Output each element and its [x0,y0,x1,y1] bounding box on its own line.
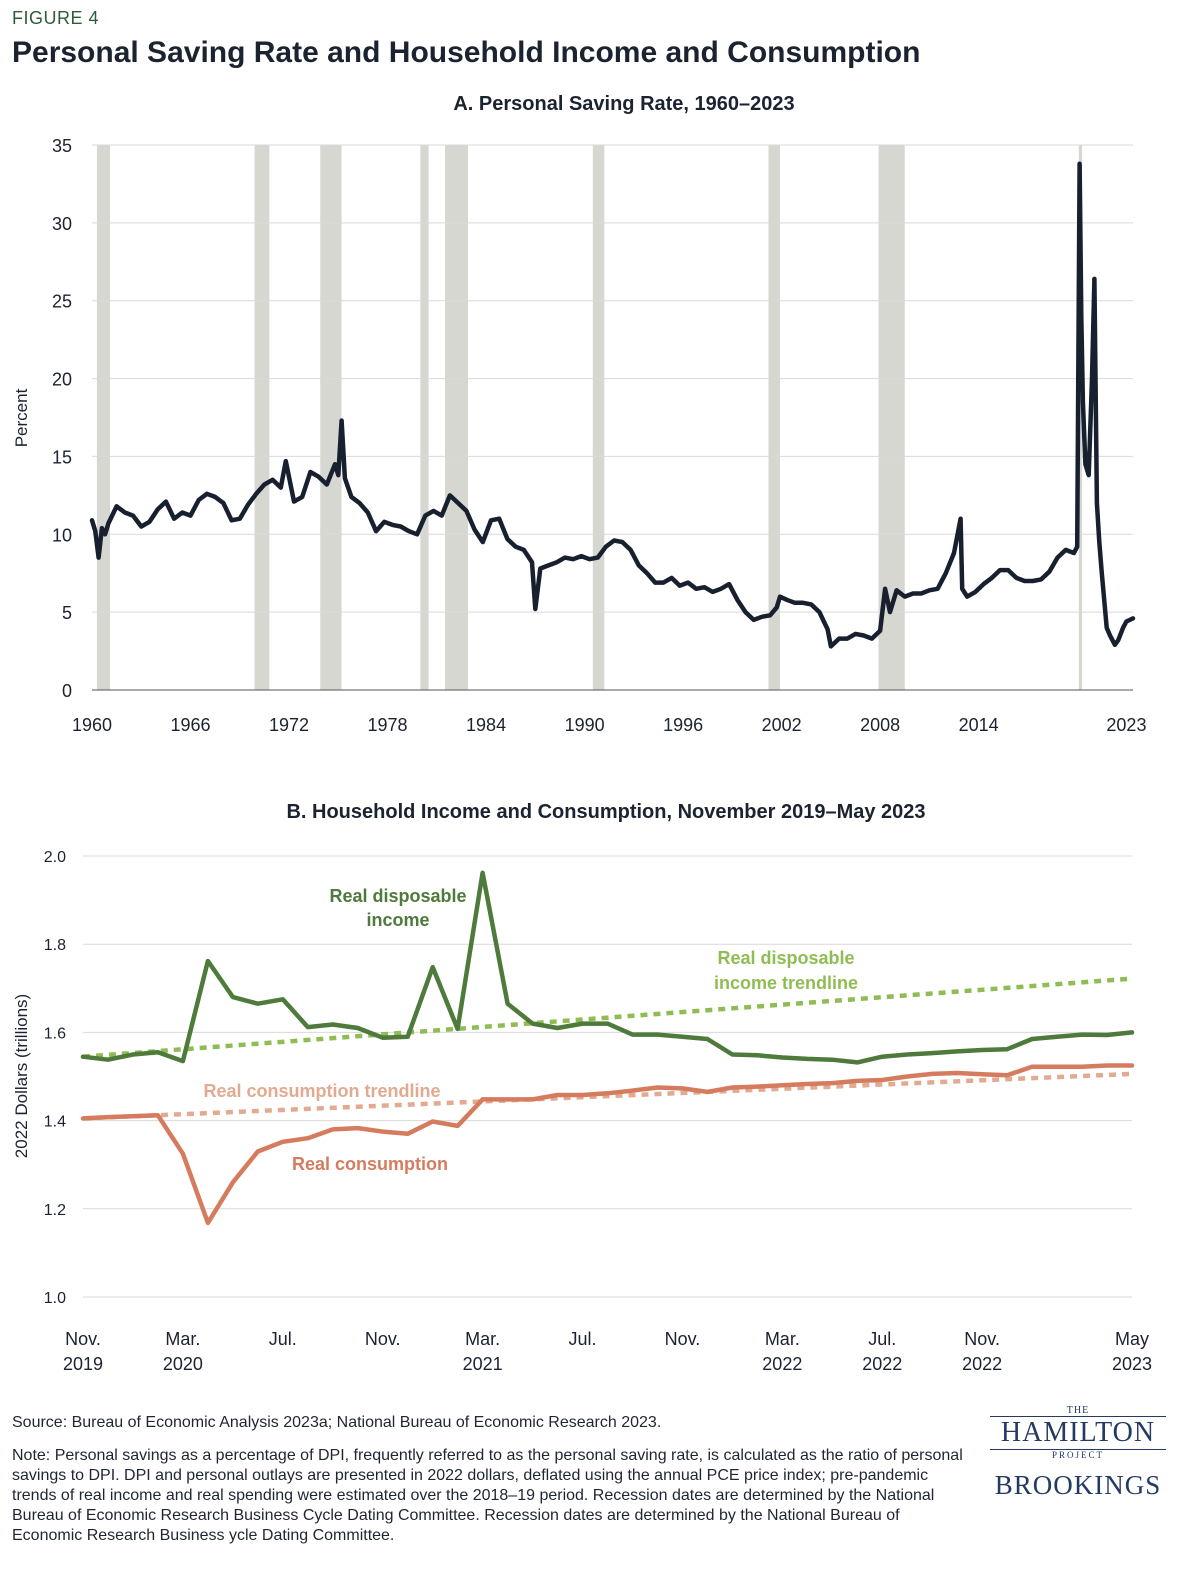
source-note: Source: Bureau of Economic Analysis 2023… [12,1414,662,1431]
series-line-real-disposable-income-trendline [82,976,1133,1059]
y-tick-label: 2.0 [44,849,66,866]
y-tick-label: 1.6 [44,1025,66,1042]
footnote: Note: Personal savings as a percentage o… [12,1447,963,1544]
panel-a-plot: 0 5 10 15 20 25 30 35 1960 1966 1972 1978 1984 1990 19… [52,136,1146,735]
x-tick-label: 1978 [368,715,408,735]
panel-a-ylabel: Percent [12,388,31,447]
x-tick-label: Jul. [269,1329,297,1349]
recession-band-2 [320,145,342,690]
panel-b-title: B. Household Income and Consumption, Nov… [286,801,925,823]
x-tick-label-year: 2021 [463,1354,503,1374]
label-income: Real disposable income [329,886,466,930]
x-tick-label-year: 2019 [63,1354,103,1374]
x-tick-label-year: 2022 [762,1354,802,1374]
x-tick-label: Mar. [465,1329,500,1349]
recession-band-6 [768,145,780,690]
x-tick-label: Mar. [165,1329,200,1349]
x-tick-label: Mar. [765,1329,800,1349]
hamilton-project-logo: THE HAMILTON PROJECT [990,1405,1166,1460]
x-tick-label: Nov. [964,1329,1000,1349]
x-tick-label: Nov. [365,1329,401,1349]
y-tick-label: 1.8 [44,937,66,954]
y-tick-label: 0 [62,681,72,701]
x-tick-label-year: 2023 [1112,1354,1152,1374]
brookings-logo: BROOKINGS [994,1470,1162,1500]
recession-band-5 [592,145,605,690]
recession-band-0 [96,145,111,690]
series-line-saving-rate [89,161,1136,649]
panel-b-plot: 1.0 1.2 1.4 1.6 1.8 2.0 Nov. 2019 Mar. 2020 Jul. No… [44,849,1152,1374]
label-income-trendline: Real disposable income trendline [714,948,858,993]
y-tick-label: 1.0 [44,1290,66,1307]
x-tick-label: May [1115,1329,1149,1349]
x-tick-label: Nov. [665,1329,701,1349]
x-tick-label: 2023 [1106,715,1146,735]
chart-canvas: A. Personal Saving Rate, 1960–2023 Perce… [12,93,1152,1374]
y-tick-label: 35 [52,136,72,156]
x-tick-label: 1966 [170,715,210,735]
label-consumption-trendline: Real consumption trendline [203,1081,440,1101]
x-tick-label: 1960 [72,715,112,735]
y-tick-label: 1.2 [44,1202,66,1219]
y-tick-label: 5 [62,603,72,623]
x-tick-label: 2002 [762,715,802,735]
x-tick-label: Jul. [569,1329,597,1349]
y-tick-label: 15 [52,447,72,467]
x-tick-label: 1972 [269,715,309,735]
label-consumption: Real consumption [292,1154,448,1174]
recession-band-1 [254,145,270,690]
series-line-real-disposable-income [80,870,1135,1065]
recession-band-8 [1078,145,1083,690]
x-tick-label-year: 2022 [862,1354,902,1374]
y-tick-label: 10 [52,525,72,545]
y-tick-label: 25 [52,292,72,312]
figure-label: FIGURE 4 [12,8,100,28]
x-tick-label: 2008 [860,715,900,735]
figure-title: Personal Saving Rate and Household Incom… [12,36,921,69]
x-tick-label-year: 2020 [163,1354,203,1374]
x-tick-label: Nov. [65,1329,101,1349]
series-line-real-consumption [80,1063,1135,1226]
x-tick-label: 1984 [466,715,506,735]
x-tick-label: Jul. [868,1329,896,1349]
y-tick-label: 1.4 [44,1114,66,1131]
x-tick-label: 2014 [959,715,999,735]
series-line-real-consumption-trendline [82,1071,1133,1121]
recession-band-3 [420,145,429,690]
x-tick-label: 1990 [565,715,605,735]
y-tick-label: 30 [52,214,72,234]
recession-band-4 [445,145,469,690]
y-tick-label: 20 [52,370,72,390]
x-tick-label: 1996 [663,715,703,735]
panel-a-title: A. Personal Saving Rate, 1960–2023 [453,93,794,115]
panel-b-ylabel: 2022 Dollars (trillions) [12,994,31,1158]
x-tick-label-year: 2022 [962,1354,1002,1374]
